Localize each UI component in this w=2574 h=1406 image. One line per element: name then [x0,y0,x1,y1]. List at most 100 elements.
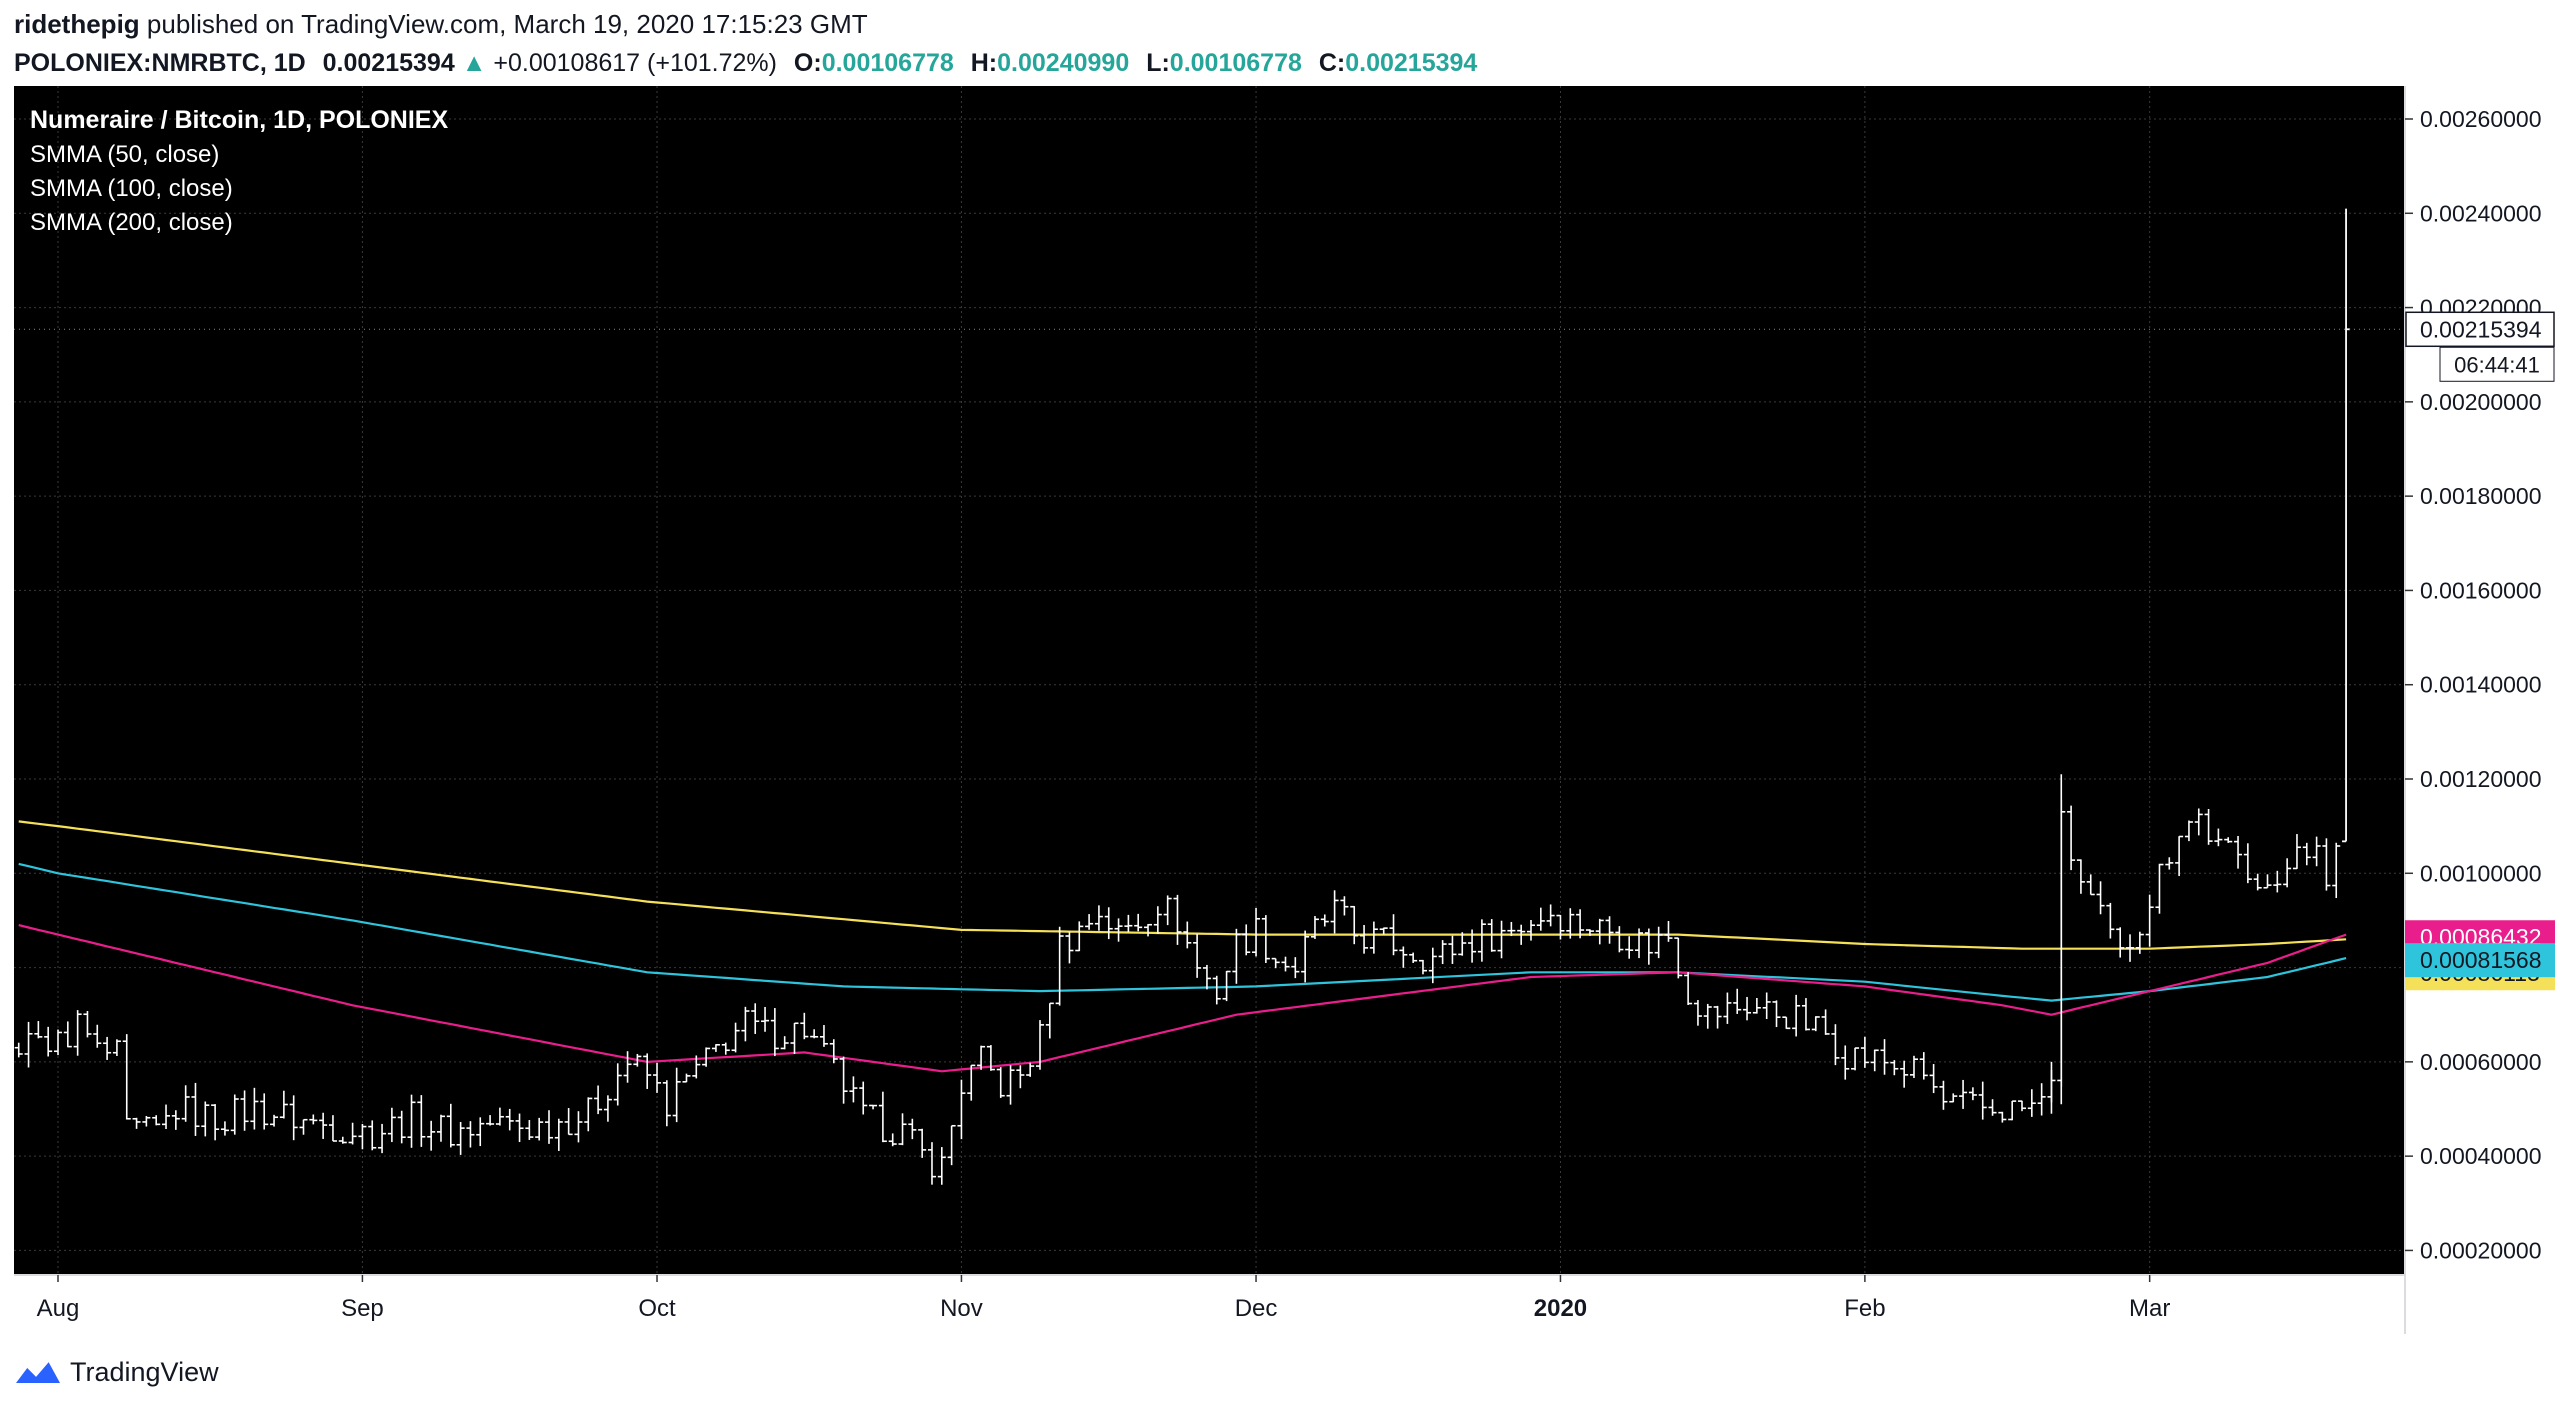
ohlc-bar [427,1120,436,1151]
ohlc-bar [1350,905,1359,945]
ohlc-bar [545,1110,553,1144]
time-tick-label: Oct [638,1295,676,1322]
tradingview-logo-icon[interactable] [14,1357,62,1387]
ohlc-bar [505,1108,514,1131]
ohlc-bar [397,1110,406,1144]
ohlc-bar [162,1104,171,1130]
ohlc-bar [378,1123,387,1154]
legend-smma50[interactable]: SMMA (50, close) [30,141,219,168]
ohlc-bar [1026,1062,1035,1077]
ohlc-bar [603,1095,612,1122]
footer: TradingView [14,1352,219,1392]
open-label: O: [793,49,822,77]
ohlc-bar [1114,918,1123,942]
smma-line-2 [18,924,2347,1073]
ohlc-bar [1379,927,1388,935]
ohlc-bar [1851,1047,1860,1071]
ohlc-bar [1065,931,1074,964]
ohlc-bar [1055,926,1064,1006]
ohlc-bar [289,1095,298,1141]
ohlc-bar [495,1107,504,1126]
ohlc-bar [1418,959,1427,975]
ohlc-bar [1527,920,1535,941]
author-name[interactable]: ridethepig [14,9,140,39]
price-tick-label: 0.00120000 [2420,766,2542,792]
last-price: 0.00215394 [322,49,455,77]
ohlc-bar [211,1104,220,1141]
ohlc-bar [790,1022,799,1054]
ohlc-bar [2086,874,2095,896]
ohlc-bar [240,1090,249,1131]
ohlc-bar [2322,838,2331,891]
ohlc-bar [1576,909,1585,939]
symbol-info: POLONIEX:NMRBTC, 1D 0.00215394 ▲ +0.0010… [14,44,2554,82]
ohlc-bar [2155,863,2164,914]
price-tick-label: 0.00060000 [2420,1049,2542,1075]
ohlc-bar [1085,914,1094,930]
ohlc-bar [1870,1049,1879,1072]
ohlc-bar [476,1117,485,1147]
ohlc-bar [584,1097,593,1132]
price-tick-label: 0.00260000 [2420,106,2542,132]
ohlc-bar [770,1008,779,1057]
ohlc-bar [1585,929,1594,936]
ohlc-bar [535,1117,544,1141]
plot-area[interactable] [14,86,2404,1274]
ohlc-bar [201,1101,210,1137]
ohlc-bar [2126,934,2135,962]
symbol-label[interactable]: POLONIEX:NMRBTC, 1D [14,49,306,77]
ohlc-bar [1949,1093,1958,1103]
legend-smma200[interactable]: SMMA (200, close) [30,209,233,236]
ohlc-bar [662,1080,671,1127]
ohlc-bar [1409,952,1418,963]
ohlc-bar [1900,1060,1909,1088]
ohlc-bar [2243,843,2252,884]
ohlc-bar [2175,835,2184,877]
ohlc-bar [2214,828,2223,847]
ohlc-bar [2234,836,2243,869]
ohlc-bar [1772,1000,1781,1028]
ohlc-bar [230,1094,239,1135]
ohlc-bar [643,1053,652,1089]
ohlc-bar [1507,921,1516,937]
ohlc-bar [2027,1089,2036,1117]
ohlc-bar [1134,913,1143,932]
ohlc-bar [1693,1000,1702,1026]
ohlc-bar [1821,1009,1830,1035]
ohlc-bar [1193,934,1202,978]
ohlc-bar [1959,1079,1968,1109]
ohlc-bar [152,1115,161,1126]
price-change: +0.00108617 (+101.72%) [493,49,777,77]
chart-header: ridethepig published on TradingView.com,… [14,4,2554,82]
ohlc-bar [1428,947,1437,984]
countdown-box [2439,346,2555,382]
tradingview-brand[interactable]: TradingView [70,1356,219,1387]
ohlc-bar [54,1029,62,1056]
ohlc-bar [1919,1052,1928,1080]
ohlc-bar [878,1091,887,1143]
ohlc-bar [1536,907,1545,931]
ohlc-bar [2135,931,2144,954]
ohlc-bar [1183,921,1192,949]
time-axis[interactable]: Aug Sep Oct Nov Dec 2020 Feb Mar [14,1274,2405,1322]
price-tick-label: 0.00020000 [2420,1237,2542,1263]
ohlc-bar [2184,820,2193,842]
ohlc-bar [1890,1060,1899,1076]
ohlc-bar [83,1011,92,1038]
ohlc-bar [2145,894,2154,947]
last-price-box [2405,311,2555,348]
high-label: H: [970,49,998,77]
ohlc-bar [1104,907,1113,940]
ohlc-bar [1094,905,1103,931]
legend-smma100[interactable]: SMMA (100, close) [30,175,233,202]
ohlc-bar [270,1114,279,1127]
ohlc-bar [751,1003,760,1034]
ohlc-bar [1684,972,1693,1005]
ohlc-bar [1782,1016,1791,1030]
ohlc-bar [692,1055,701,1079]
time-tick-label: Feb [1844,1295,1885,1322]
ohlc-bar [1310,916,1319,939]
ohlc-bar [1625,936,1634,959]
ohlc-bar [1173,894,1182,945]
